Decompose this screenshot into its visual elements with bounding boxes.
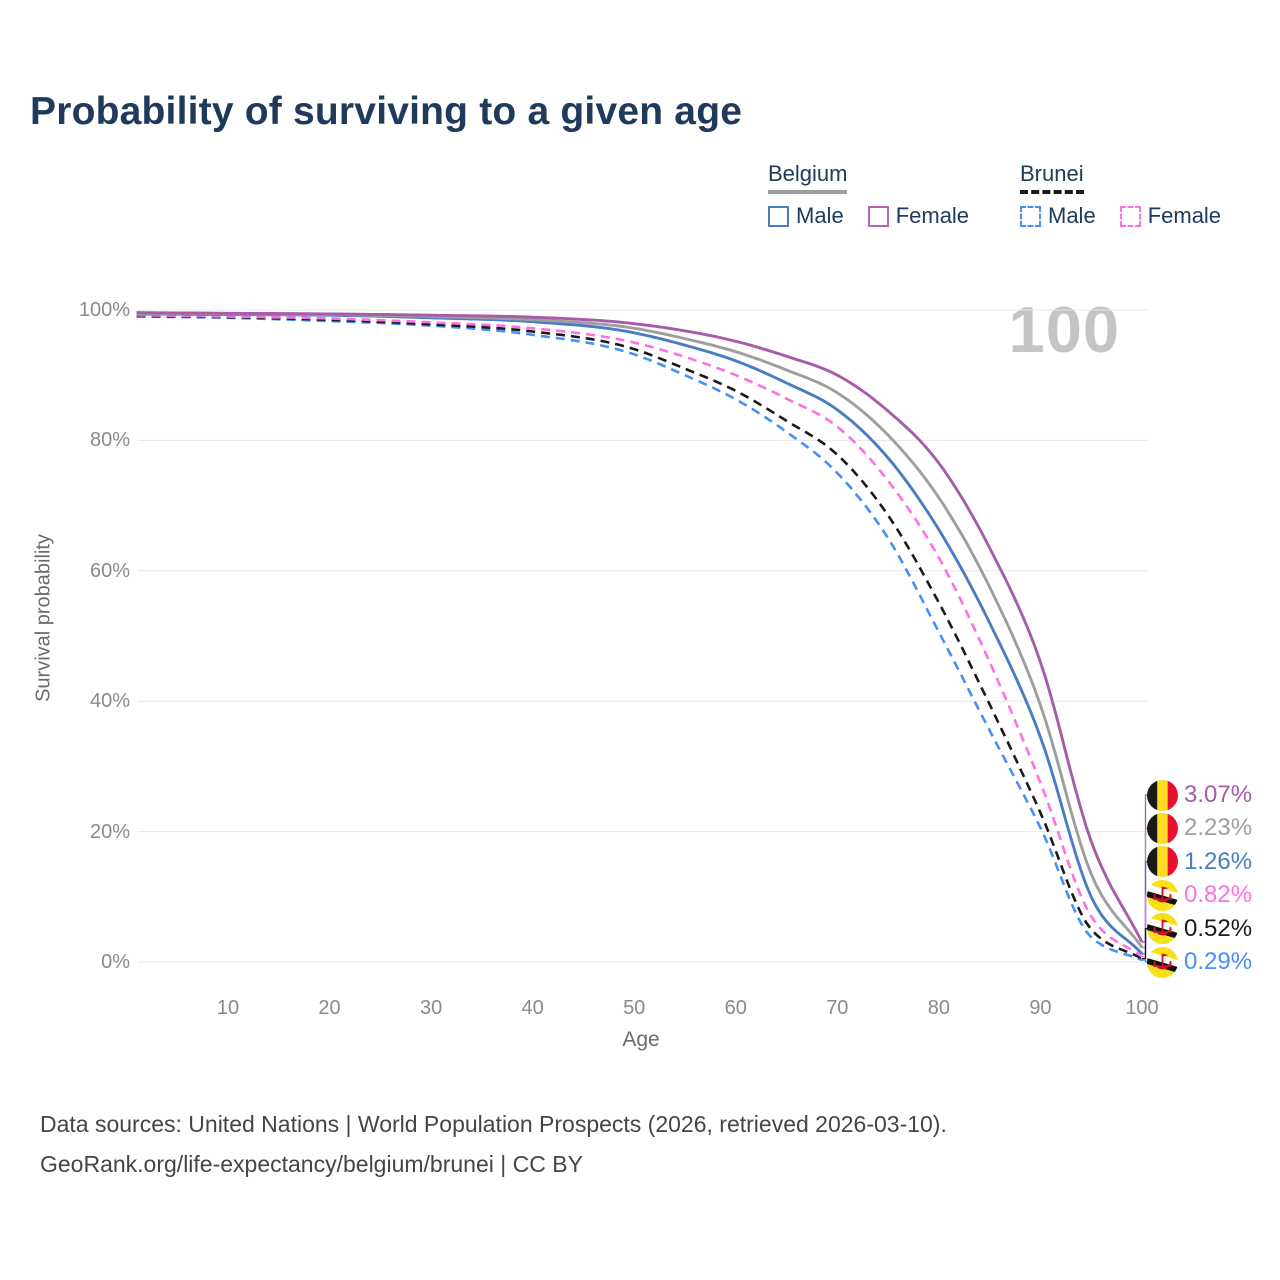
survival-curve-brunei-female[interactable] xyxy=(136,313,1143,958)
end-label-value: 2.23% xyxy=(1184,814,1253,842)
survival-curve-brunei[interactable] xyxy=(136,314,1143,960)
brunei-flag-icon xyxy=(1147,879,1178,911)
survival-curve-belgium[interactable] xyxy=(136,311,1144,949)
x-tick-label: 80 xyxy=(927,997,950,1019)
end-label-belgium-total: 2.23% xyxy=(1147,812,1253,844)
legend-country-brunei[interactable]: Brunei xyxy=(1020,161,1084,195)
y-axis-title: Survival probability xyxy=(32,534,55,702)
x-axis-title: Age xyxy=(622,1028,660,1051)
end-label-value: 1.26% xyxy=(1184,847,1253,875)
x-tick-label: 50 xyxy=(623,997,646,1019)
brunei-female-swatch-icon xyxy=(1119,205,1141,227)
y-tick-label: 100% xyxy=(78,299,130,321)
end-label-value: 3.07% xyxy=(1184,781,1253,808)
y-tick-label: 20% xyxy=(89,820,130,843)
age-watermark: 100 xyxy=(1008,293,1120,366)
y-tick-label: 40% xyxy=(89,690,130,713)
end-label-value: 0.52% xyxy=(1184,914,1253,942)
legend-item-belgium-male[interactable]: Male xyxy=(768,203,844,229)
end-label-brunei-male: 0.29% xyxy=(1147,946,1253,978)
x-tick-label: 40 xyxy=(521,997,544,1019)
legend-item-label: Male xyxy=(1048,203,1096,229)
legend-item-label: Male xyxy=(796,203,844,229)
end-label-value: 0.82% xyxy=(1184,881,1253,909)
x-tick-label: 20 xyxy=(318,997,341,1019)
legend-item-belgium-female[interactable]: Female xyxy=(867,203,970,229)
legend-item-brunei-male[interactable]: Male xyxy=(1020,203,1096,229)
x-tick-label: 60 xyxy=(724,997,747,1019)
x-tick-label: 100 xyxy=(1125,997,1159,1019)
end-label-belgium-male: 1.26% xyxy=(1147,846,1253,878)
belgium-flag-icon xyxy=(1147,846,1178,878)
belgium-flag-icon xyxy=(1147,779,1178,811)
footer-line-attribution: GeoRank.org/life-expectancy/belgium/brun… xyxy=(40,1151,583,1177)
brunei-male-swatch-icon xyxy=(1020,205,1041,227)
y-tick-label: 60% xyxy=(89,559,130,582)
survival-curve-belgium-male[interactable] xyxy=(136,312,1144,955)
survival-curves xyxy=(136,311,1144,962)
belgium-male-swatch-icon xyxy=(768,205,789,227)
legend-item-label: Female xyxy=(1147,203,1222,229)
x-tick-label: 90 xyxy=(1029,997,1052,1019)
belgium-flag-icon xyxy=(1147,812,1178,844)
y-tick-label: 80% xyxy=(89,429,130,452)
brunei-flag-icon xyxy=(1147,946,1178,978)
end-label-belgium-female: 3.07% xyxy=(1147,779,1253,811)
y-tick-label: 0% xyxy=(101,951,130,973)
legend-country-belgium[interactable]: Belgium xyxy=(768,161,848,195)
gridlines xyxy=(138,309,1148,963)
legend-group-brunei: Brunei Male Female xyxy=(1020,161,1222,229)
page-title: Probability of surviving to a given age xyxy=(30,90,743,133)
survival-curve-belgium-female[interactable] xyxy=(136,311,1144,943)
brunei-flag-icon xyxy=(1147,913,1178,945)
x-tick-label: 10 xyxy=(216,997,240,1019)
legend-group-belgium: Belgium Male Female xyxy=(768,161,970,229)
legend-item-brunei-female[interactable]: Female xyxy=(1119,203,1222,229)
x-tick-label: 30 xyxy=(419,997,443,1019)
belgium-female-swatch-icon xyxy=(867,205,889,227)
end-label-brunei-female: 0.82% xyxy=(1147,879,1253,911)
data-sources-footer: Data sources: United Nations | World Pop… xyxy=(40,1104,947,1184)
end-label-value: 0.29% xyxy=(1184,948,1253,975)
legend-item-label: Female xyxy=(895,203,970,229)
footer-line-sources: Data sources: United Nations | World Pop… xyxy=(40,1111,947,1137)
survival-curve-brunei-male[interactable] xyxy=(136,315,1143,962)
end-label-brunei-total: 0.52% xyxy=(1147,913,1253,945)
x-tick-label: 70 xyxy=(826,997,849,1019)
